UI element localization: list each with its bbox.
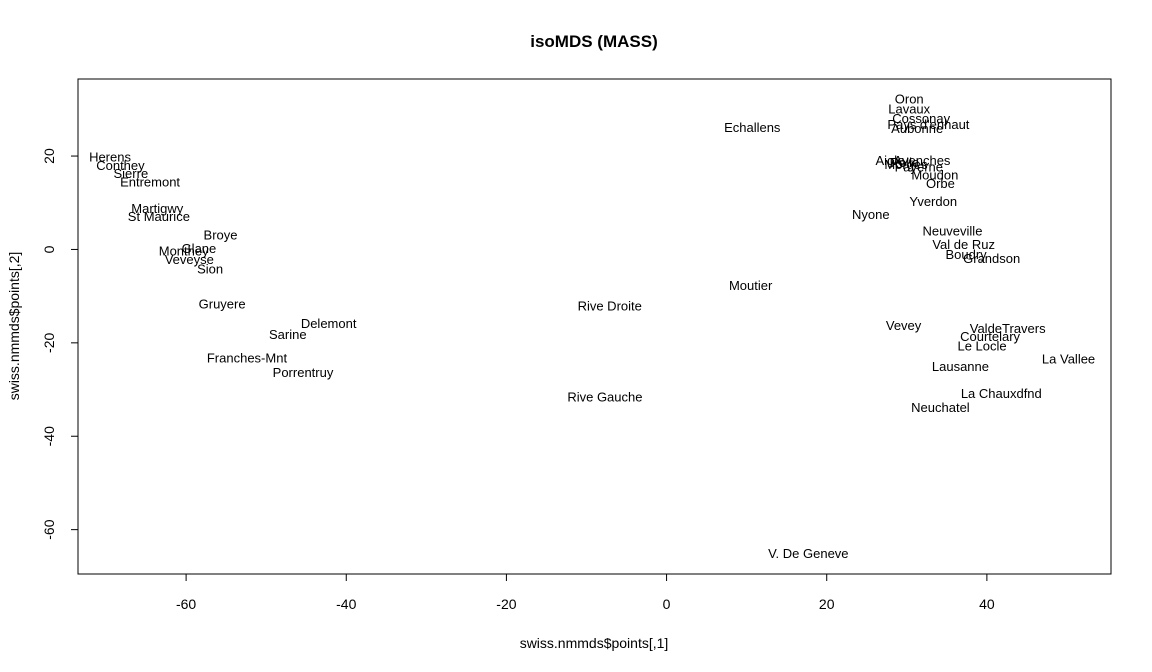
point-label: Veveyse: [165, 252, 214, 267]
plot-frame: [77, 78, 1112, 575]
y-axis-label: swiss.nmmds$points[,2]: [6, 252, 22, 401]
x-tick-label: 40: [979, 596, 995, 612]
point-label: Moudon: [911, 168, 958, 183]
point-label: Porrentruy: [273, 365, 334, 380]
point-label: V. De Geneve: [768, 546, 848, 561]
point-label: Conthey: [96, 158, 145, 173]
point-label: La Chauxdfnd: [961, 386, 1042, 401]
point-label: Echallens: [724, 120, 781, 135]
x-axis: -60 -40 -20 0 20 40: [176, 573, 995, 612]
y-tick-label: -60: [41, 519, 57, 539]
point-label: Neuveville: [922, 224, 982, 239]
point-label: Orbe: [926, 176, 955, 191]
point-label: Morges: [884, 157, 928, 172]
point-label: Sierre: [114, 166, 149, 181]
point-label: Glane: [182, 241, 217, 256]
point-label: La Vallee: [1042, 352, 1095, 367]
y-tick-label: -40: [41, 426, 57, 446]
point-label: Franches-Mnt: [207, 350, 288, 365]
point-label: Rive Droite: [578, 298, 642, 313]
point-label: Neuchatel: [911, 400, 970, 415]
x-axis-label: swiss.nmmds$points[,1]: [520, 635, 669, 651]
point-label: Monthey: [159, 243, 209, 258]
point-label: Aigle: [876, 153, 905, 168]
point-label: Moutier: [729, 278, 773, 293]
x-tick-label: 0: [663, 596, 671, 612]
point-label: Lavaux: [888, 101, 930, 116]
point-label: St Maurice: [128, 209, 190, 224]
point-label: Broye: [204, 227, 238, 242]
y-tick-label: -20: [41, 333, 57, 353]
point-label: Boudry: [945, 247, 987, 262]
point-label: Courtelary: [960, 329, 1020, 344]
chart-title: isoMDS (MASS): [530, 32, 658, 51]
point-label: Nyone: [852, 207, 890, 222]
point-label: Grandson: [963, 251, 1020, 266]
point-label: Cossonay: [892, 111, 950, 126]
point-label: Sarine: [269, 327, 307, 342]
point-label: Delemont: [301, 316, 357, 331]
point-label: Val de Ruz: [932, 237, 995, 252]
point-label: Payerne: [895, 159, 943, 174]
point-label: Rive Gauche: [567, 390, 642, 405]
point-label: Aubonne: [891, 121, 943, 136]
x-tick-label: 20: [819, 596, 835, 612]
point-label: Gruyere: [199, 297, 246, 312]
point-label: Pays d'enhaut: [887, 117, 969, 132]
y-axis: -60 -40 -20 0 20: [41, 148, 79, 540]
y-tick-label: 0: [41, 245, 57, 253]
y-tick-label: 20: [41, 148, 57, 164]
point-label: Le Locle: [957, 339, 1006, 354]
point-label: Vevey: [886, 318, 922, 333]
point-label: Avenches: [894, 153, 951, 168]
point-label: Lausanne: [932, 359, 989, 374]
point-label: Rolle: [890, 155, 920, 170]
x-tick-label: -40: [336, 596, 356, 612]
point-label: Entremont: [120, 175, 180, 190]
x-tick-label: -60: [176, 596, 196, 612]
x-tick-label: -20: [496, 596, 516, 612]
point-label: Herens: [89, 149, 131, 164]
point-label: Martigwy: [131, 201, 184, 216]
point-label: Yverdon: [909, 194, 957, 209]
point-label: Sion: [197, 262, 223, 277]
point-label: Oron: [895, 92, 924, 107]
point-label: ValdeTravers: [970, 321, 1046, 336]
